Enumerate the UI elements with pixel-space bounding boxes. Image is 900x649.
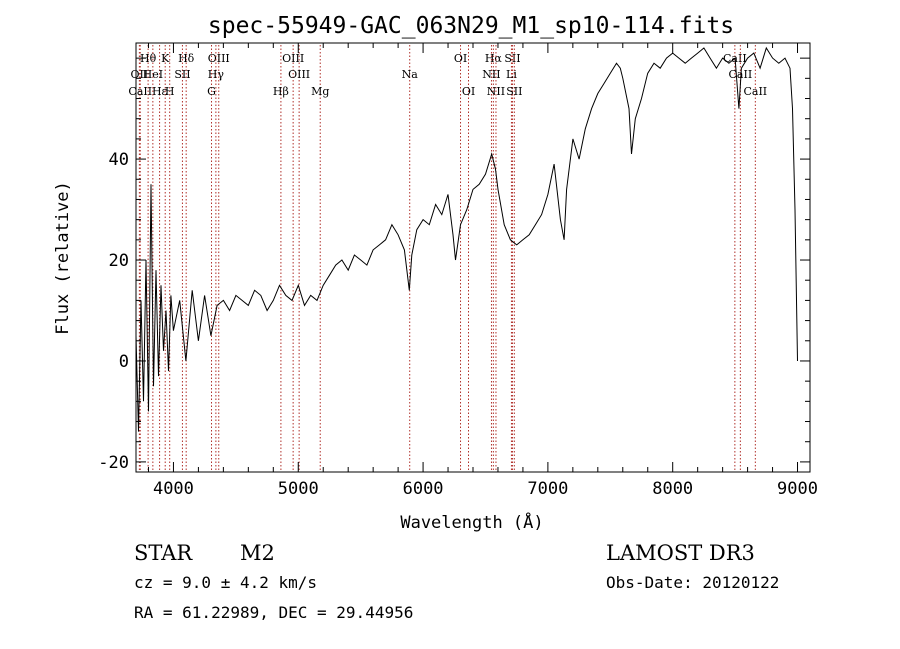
x-tick-label-0: 4000	[153, 479, 194, 499]
spectral-line-label-6: SII	[174, 68, 190, 81]
spectral-line-label-16: Na	[402, 68, 419, 81]
spectral-line-label-9: OIII	[208, 52, 230, 65]
spectral-line-label-18: OI	[462, 85, 475, 98]
x-axis-ticks: 4000 5000 6000 7000 8000 9000	[147, 43, 818, 499]
spectral-line-label-7: H	[165, 85, 175, 98]
x-axis-label: Wavelength (Å)	[400, 511, 543, 533]
spectral-line-label-12: OIII	[282, 52, 304, 65]
spectral-line-label-4: HeI	[143, 68, 163, 81]
plot-frame	[135, 42, 811, 473]
y-tick-label-1: 0	[119, 352, 129, 372]
spectral-line-label-23: NII	[487, 85, 505, 98]
spectral-line-label-10: Hγ	[208, 68, 225, 81]
spectral-line-label-5: K	[161, 52, 170, 65]
observation-date: Obs-Date: 20120122	[606, 573, 779, 592]
spectral-line-label-24: SII	[506, 85, 522, 98]
y-tick-label-3: 40	[109, 150, 129, 170]
spectral-line-label-2: CaII	[128, 85, 152, 98]
spectral-line-label-14: Hβ	[273, 85, 289, 98]
x-tick-label-3: 7000	[527, 479, 568, 499]
x-tick-label-2: 6000	[403, 479, 444, 499]
spectral-line-label-0: Hθ	[140, 52, 157, 65]
x-tick-label-4: 8000	[652, 479, 693, 499]
flux-series-line	[135, 46, 798, 432]
spectral-line-label-21: NII	[482, 68, 500, 81]
spectral-line-label-26: CaII	[729, 68, 753, 81]
spectral-line-label-3: Hε	[152, 85, 168, 98]
y-axis-ticks: -20 0 20 40	[98, 57, 810, 473]
spectral-line-label-13: OIII	[288, 68, 310, 81]
spectral-line-label-20: SII	[504, 52, 520, 65]
spectral-line-label-22: Li	[506, 68, 517, 81]
coordinates: RA = 61.22989, DEC = 29.44956	[134, 603, 413, 622]
spectral-line-label-15: Mg	[311, 85, 329, 98]
y-tick-label-0: -20	[98, 453, 129, 473]
redshift-cz: cz = 9.0 ± 4.2 km/s	[134, 573, 317, 592]
spectral-line-label-1: OII	[131, 68, 149, 81]
y-tick-label-2: 20	[109, 251, 129, 271]
y-axis-label: Flux (relative)	[53, 181, 73, 335]
object-class: STAR	[134, 541, 193, 565]
spectral-line-label-11: G	[207, 85, 216, 98]
object-subclass: M2	[240, 541, 275, 565]
x-tick-label-1: 5000	[278, 479, 319, 499]
survey-name: LAMOST DR3	[606, 541, 755, 565]
spectral-line-label-19: Hα	[485, 52, 503, 65]
x-tick-label-5: 9000	[777, 479, 818, 499]
chart-title: spec-55949-GAC_063N29_M1_sp10-114.fits	[208, 13, 734, 39]
spectral-line-label-8: Hδ	[178, 52, 195, 65]
spectral-line-label-27: CaII	[743, 85, 767, 98]
spectral-line-label-17: OI	[454, 52, 467, 65]
